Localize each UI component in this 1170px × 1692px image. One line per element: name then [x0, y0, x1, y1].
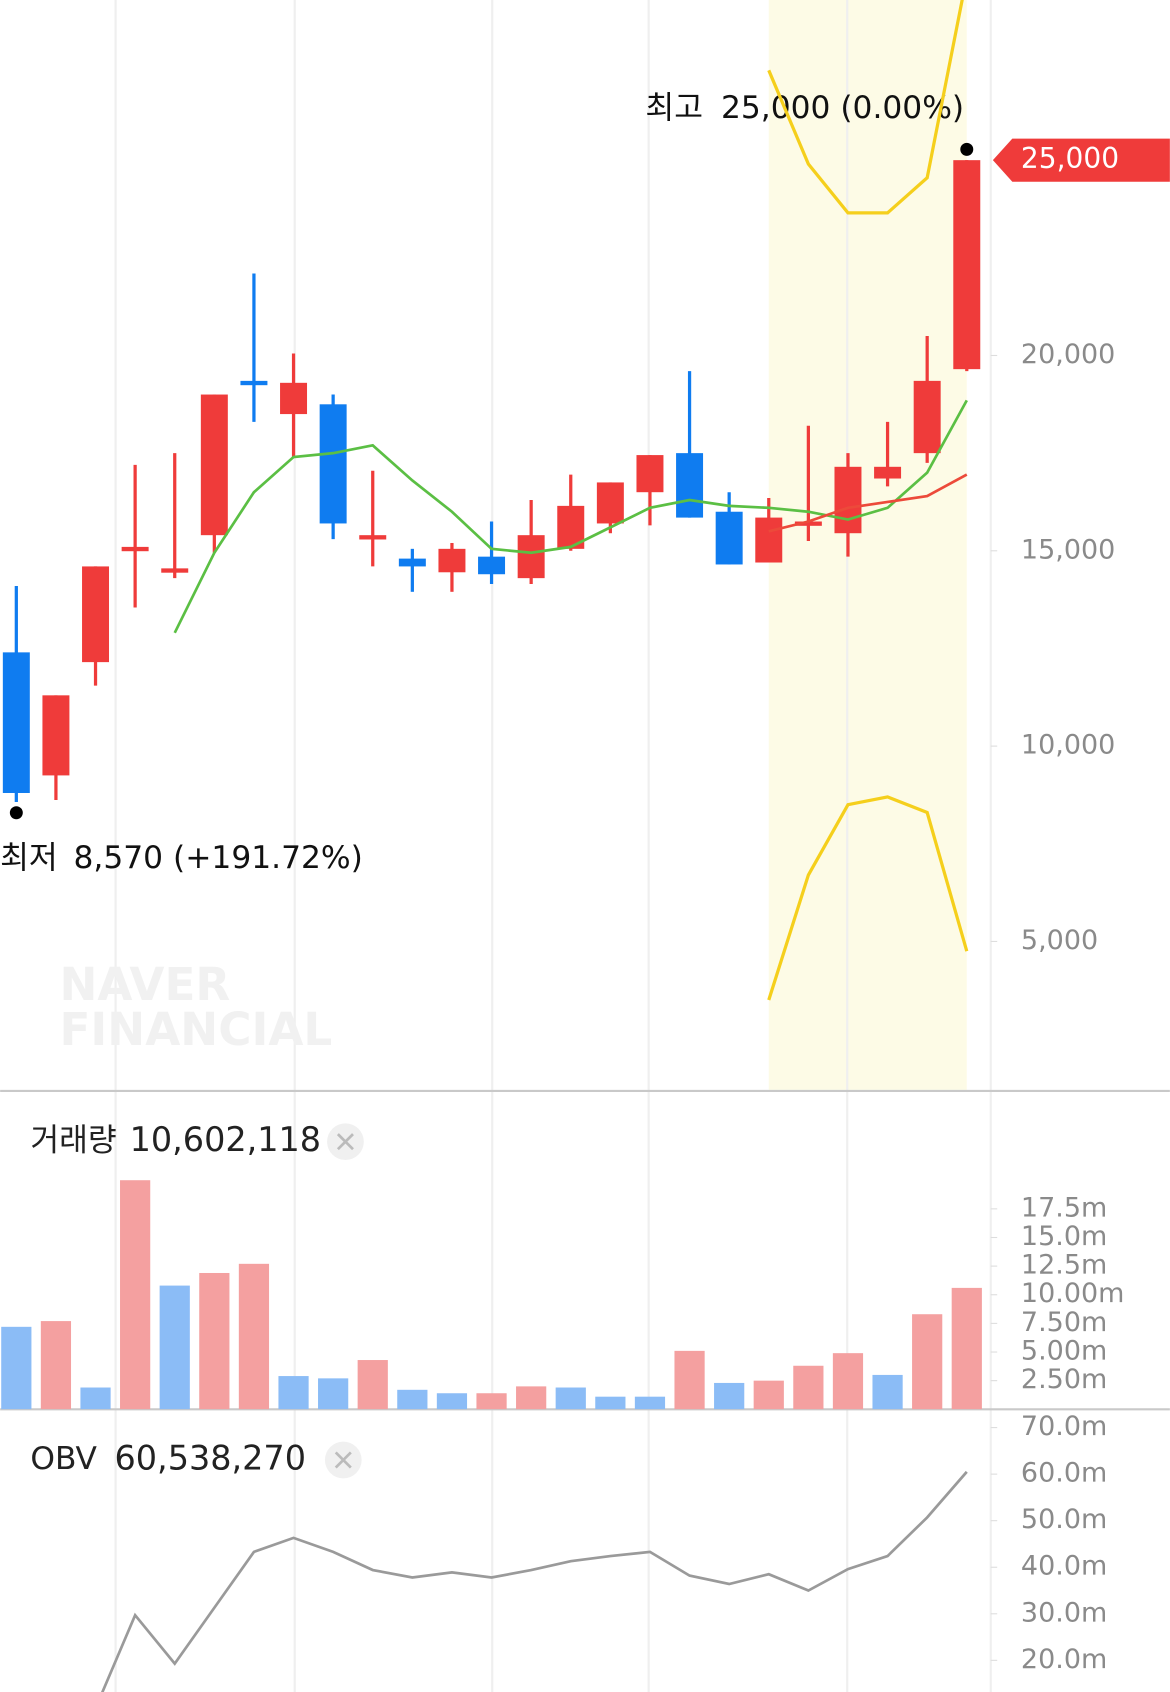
candle-body [834, 466, 862, 534]
y-tick-label: 15,000 [1021, 534, 1115, 565]
plot [100, 1470, 968, 1692]
volume-bar [397, 1389, 428, 1410]
candle-body [161, 568, 189, 573]
volume-bar [278, 1376, 309, 1410]
watermark: NAVER [59, 958, 230, 1011]
price-tag [992, 138, 1170, 182]
obv-line [100, 1470, 968, 1692]
price-tag-label: 25,000 [1021, 142, 1119, 175]
low-annotation: 8,570 (+191.72%) [74, 840, 363, 876]
y-tick-label: 20.0m [1021, 1644, 1107, 1675]
candle-body [953, 160, 981, 370]
high-annotation: 25,000 (0.00%) [721, 90, 964, 126]
y-tick-label: 20,000 [1021, 339, 1115, 370]
indicator-value: 60,538,270 [115, 1438, 306, 1477]
y-tick-label: 60.0m [1021, 1458, 1107, 1489]
candle-body [438, 548, 466, 573]
volume-bar [595, 1396, 626, 1410]
high-marker [960, 142, 974, 156]
candle-body [478, 556, 506, 575]
y-tick-label: 15.0m [1021, 1221, 1107, 1252]
plot [2, 0, 981, 1001]
high-label: 최고 [645, 90, 703, 126]
candle-body [359, 535, 387, 540]
candle-body [874, 466, 902, 479]
low-marker [9, 806, 23, 820]
volume-bar [674, 1350, 705, 1410]
low-label: 최저 [0, 840, 58, 876]
y-tick-label: 10.00m [1021, 1278, 1124, 1309]
volume-bar [40, 1321, 72, 1410]
volume-bar [120, 1180, 151, 1410]
candle-body [755, 517, 783, 563]
volume-bar [199, 1272, 230, 1410]
volume-bar [476, 1393, 507, 1410]
background [768, 0, 967, 1090]
candle-body [676, 453, 704, 518]
y-tick-label: 5,000 [1021, 925, 1098, 956]
volume-bar [555, 1387, 586, 1410]
volume-bar [436, 1393, 468, 1410]
volume-bar [238, 1263, 270, 1410]
y-tick-label: 5.00m [1021, 1336, 1107, 1367]
band-lower [767, 795, 969, 1001]
indicator-value: 10,602,118 [130, 1120, 321, 1159]
candle-body [319, 404, 347, 524]
indicator-title: OBV [30, 1441, 97, 1477]
volume-bar [832, 1353, 864, 1410]
volume-bar [80, 1387, 111, 1410]
candle-body [280, 382, 308, 415]
candle-body [636, 455, 664, 493]
candle-body [398, 558, 426, 567]
y-tick-label: 12.5m [1021, 1250, 1107, 1281]
volume-bar [1, 1326, 32, 1410]
close-button[interactable] [324, 1441, 362, 1479]
y-tick-label: 7.50m [1021, 1307, 1107, 1338]
volume-bar [912, 1314, 943, 1410]
candle-body [82, 566, 110, 663]
candle-body [913, 380, 941, 454]
band-upper [767, 0, 964, 215]
volume-bar [951, 1287, 982, 1410]
candle-body [121, 546, 149, 552]
indicator-title: 거래량 [30, 1123, 116, 1159]
volume-bar [634, 1396, 666, 1410]
moving-average [768, 473, 968, 533]
volume-bar [357, 1360, 388, 1410]
candle-body [517, 535, 545, 579]
candle-body [596, 482, 624, 524]
y-tick-label: 2.50m [1021, 1364, 1107, 1395]
plot [1, 1180, 982, 1410]
volume-bar [159, 1285, 190, 1410]
candle-body [715, 511, 743, 565]
volume-bar [793, 1365, 824, 1410]
candle-body [2, 652, 30, 793]
candle-body [240, 380, 268, 386]
volume-bar [516, 1386, 547, 1410]
y-tick-label: 10,000 [1021, 730, 1115, 761]
volume-bar [714, 1382, 745, 1410]
candle-body [42, 695, 70, 776]
y-tick-label: 70.0m [1021, 1411, 1107, 1442]
moving-average [173, 399, 968, 634]
volume-bar [753, 1380, 784, 1410]
volume-bar [872, 1374, 903, 1410]
y-tick-label: 30.0m [1021, 1597, 1107, 1628]
close-button[interactable] [327, 1123, 364, 1161]
candle-body [794, 521, 822, 526]
y-tick-label: 40.0m [1021, 1551, 1107, 1582]
watermark: FINANCIAL [59, 1003, 332, 1056]
y-tick-label: 17.5m [1021, 1192, 1107, 1223]
band-highlight [768, 0, 967, 1090]
y-tick-label: 50.0m [1021, 1504, 1107, 1535]
volume-bar [318, 1378, 349, 1410]
candle-body [200, 394, 228, 536]
